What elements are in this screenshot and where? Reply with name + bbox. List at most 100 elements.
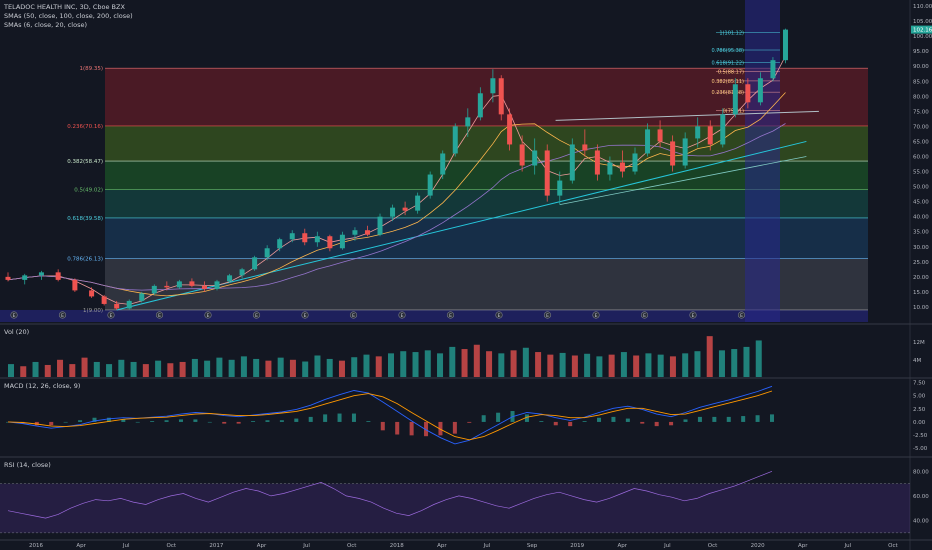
candle: [139, 291, 145, 303]
volume-bar: [547, 354, 554, 377]
time-tick-label: Oct: [888, 543, 898, 549]
macd-histogram-bar: [251, 421, 256, 422]
time-tick-label: Jul: [122, 543, 130, 549]
candle-body: [377, 216, 383, 235]
candle: [427, 171, 433, 199]
candle: [498, 75, 504, 121]
earnings-marker: [640, 311, 649, 319]
candle: [352, 227, 358, 241]
candle: [569, 138, 575, 184]
candle: [707, 120, 713, 151]
macd-histogram-bar: [351, 413, 356, 422]
fib-zone: [105, 217, 868, 259]
channel-trendline: [559, 156, 807, 206]
price-tick-label: 60.00: [913, 154, 929, 160]
volume-bar: [130, 361, 137, 377]
earnings-marker-label: E: [110, 313, 113, 319]
earnings-marker-label: E: [643, 313, 646, 319]
volume-bar: [486, 351, 493, 377]
candle-body: [657, 129, 663, 142]
candle: [507, 108, 513, 151]
candle: [55, 269, 61, 282]
time-tick-label: Apr: [618, 543, 628, 549]
fib-base-zone: [0, 309, 868, 322]
macd-histogram-bar: [92, 417, 97, 422]
earnings-marker: [495, 311, 503, 319]
volume-bar: [633, 355, 640, 377]
macd-pane-title: MACD (12, 26, close, 9): [4, 382, 81, 390]
volume-bar: [498, 353, 505, 377]
candle: [490, 69, 496, 103]
volume-bar: [228, 359, 235, 377]
volume-bar: [326, 358, 333, 377]
macd-tick-label: 2.50: [913, 407, 926, 413]
candle-body: [490, 78, 496, 94]
candle-body: [557, 180, 563, 196]
macd-histogram-bar: [524, 414, 529, 422]
candle: [452, 123, 458, 157]
volume-bar: [363, 354, 370, 377]
earnings-marker: [689, 311, 697, 319]
last-price-label: 102.16: [913, 28, 932, 34]
candle: [227, 273, 233, 283]
candle: [477, 87, 483, 121]
candle: [264, 245, 270, 261]
volume-bar: [265, 360, 272, 377]
macd-histogram-bar: [49, 421, 54, 426]
earnings-marker: [349, 311, 358, 319]
earnings-marker: [398, 311, 406, 319]
candle-body: [364, 230, 370, 235]
fib-right-label: 1(101.12): [719, 31, 744, 37]
candle-body: [239, 269, 245, 276]
symbol-title: TELADOC HEALTH INC, 3D, Cboe BZX: [4, 3, 125, 11]
fib-level-label: 0.618(39.58): [67, 216, 103, 222]
fib-level-label: 0.236(70.16): [67, 124, 103, 130]
volume-bar: [608, 354, 615, 377]
candle: [465, 108, 471, 137]
candle-body: [126, 300, 132, 309]
candle: [302, 228, 308, 246]
volume-bar: [449, 346, 456, 377]
rsi-band: [0, 483, 910, 533]
volume-bar: [69, 364, 76, 377]
fib-level-label: 0.382(58.47): [67, 159, 103, 165]
price-tick-label: 30.00: [913, 245, 929, 251]
macd-histogram-bar: [741, 416, 746, 422]
candle: [632, 147, 638, 175]
macd-histogram-bar: [380, 421, 385, 431]
macd-histogram-bar: [409, 421, 414, 436]
candle: [745, 78, 751, 109]
candle: [757, 72, 763, 106]
macd-histogram-bar: [150, 421, 155, 422]
time-tick-label: 2020: [751, 543, 765, 549]
volume-bar: [473, 344, 480, 377]
macd-histogram-bar: [568, 421, 573, 427]
sma-legend-1: SMAs (50, close, 100, close, 200, close): [4, 12, 133, 20]
candle: [732, 78, 738, 118]
fib-zone: [105, 161, 868, 190]
candle: [289, 230, 295, 243]
volume-bar: [461, 349, 468, 377]
earnings-marker: [446, 311, 455, 319]
volume-bar: [277, 357, 284, 377]
candle-body: [544, 150, 550, 196]
time-tick-label: Jul: [302, 543, 310, 549]
candle-body: [327, 236, 333, 249]
candle: [189, 278, 195, 288]
price-tick-label: 35.00: [913, 230, 929, 236]
macd-histogram-bar: [207, 421, 212, 423]
volume-bar: [731, 349, 738, 377]
candle-body: [38, 272, 44, 276]
macd-histogram-bar: [294, 418, 299, 422]
macd-histogram-bar: [496, 412, 501, 422]
price-tick-label: 80.00: [913, 94, 929, 100]
candle-body: [114, 303, 120, 309]
candle-body: [770, 60, 776, 79]
candle-body: [569, 144, 575, 181]
price-tick-label: 10.00: [913, 305, 929, 311]
volume-bar: [167, 363, 174, 377]
volume-pane-title: Vol (20): [4, 328, 30, 336]
candle: [277, 237, 283, 252]
fib-level-label: 0.5(49.02): [74, 188, 103, 194]
